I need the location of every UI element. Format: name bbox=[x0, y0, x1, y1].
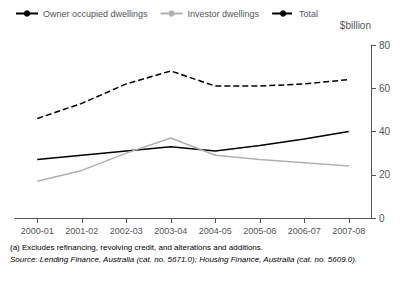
svg-text:Owner occupied dwellings: Owner occupied dwellings bbox=[43, 9, 148, 19]
svg-text:20: 20 bbox=[379, 169, 391, 180]
svg-text:2003-04: 2003-04 bbox=[154, 226, 187, 236]
svg-text:2001-02: 2001-02 bbox=[65, 226, 98, 236]
svg-text:Investor dwellings: Investor dwellings bbox=[188, 9, 260, 19]
svg-text:2002-03: 2002-03 bbox=[110, 226, 143, 236]
svg-text:$billion: $billion bbox=[340, 20, 371, 31]
svg-text:2004-05: 2004-05 bbox=[199, 226, 232, 236]
svg-text:0: 0 bbox=[379, 213, 385, 224]
svg-text:(a) Excludes refinancing, revo: (a) Excludes refinancing, revolving cred… bbox=[10, 243, 263, 252]
svg-text:80: 80 bbox=[379, 40, 391, 51]
svg-text:Source: Lending Finance, Austr: Source: Lending Finance, Australia (cat.… bbox=[10, 255, 357, 264]
svg-text:2006-07: 2006-07 bbox=[288, 226, 321, 236]
svg-text:60: 60 bbox=[379, 83, 391, 94]
svg-text:Total: Total bbox=[299, 9, 318, 19]
svg-text:2007-08: 2007-08 bbox=[332, 226, 365, 236]
svg-text:40: 40 bbox=[379, 126, 391, 137]
svg-text:2005-06: 2005-06 bbox=[243, 226, 276, 236]
svg-text:2000-01: 2000-01 bbox=[21, 226, 54, 236]
